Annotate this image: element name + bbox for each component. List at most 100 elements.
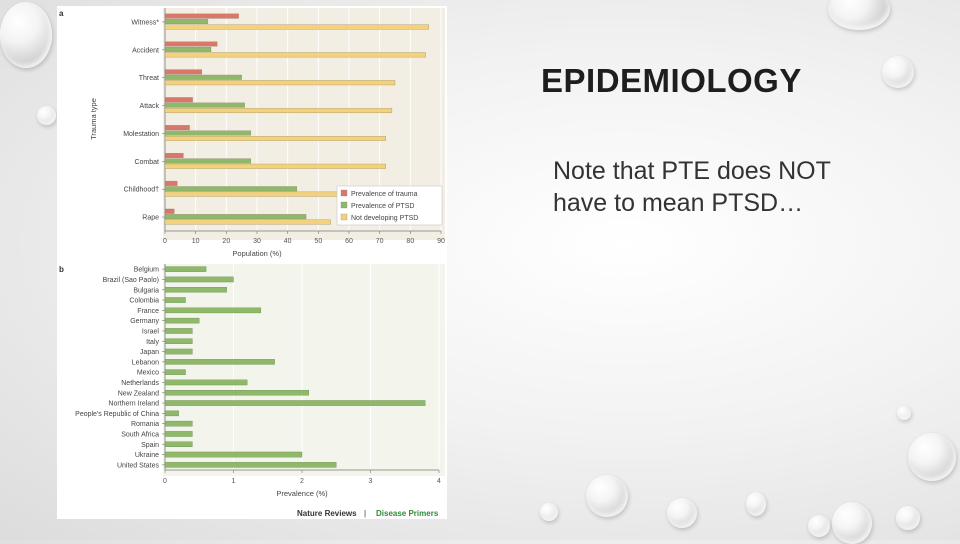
water-drop [908,433,956,481]
chart-b-tick-label: 1 [232,478,236,485]
chart-b-bar [164,420,193,427]
chart-b-category-label: South Africa [121,431,159,438]
chart-a: 0 10 20 30 40 50 60 70 80 90 Witness* Accident Threa… [59,8,445,258]
chart-b: 0 1 2 3 4 Belgium Brazil (Sao Paolo) Bulgaria Co… [59,264,441,498]
chart-a-tick-label: 10 [192,238,200,245]
chart-a-bar [164,186,298,192]
water-drop [0,2,52,68]
credit-sep: | [364,509,366,518]
legend-swatch [340,201,348,209]
chart-b-category-label: People's Republic of China [75,411,159,418]
chart-a-tick-label: 40 [284,238,292,245]
chart-b-category-label: Colombia [129,298,159,305]
legend-label: Not developing PTSD [351,215,418,222]
chart-b-bar [164,451,303,458]
chart-a-bar [164,19,209,24]
figure-charts: 0 10 20 30 40 50 60 70 80 90Witness*AccidentThrea… [59,8,445,518]
chart-b-bar [164,379,248,386]
chart-b-category-label: Netherlands [121,380,159,387]
chart-b-category-label: Lebanon [132,359,159,366]
chart-b-bar [164,369,186,375]
chart-a-bar [164,102,245,108]
chart-b-tick-label: 2 [300,478,304,485]
chart-b-bar [164,276,234,283]
note-line: Note that PTE does NOT [553,157,831,185]
chart-b-tick-label: 3 [369,478,373,485]
chart-b-category-label: Ukraine [135,452,159,459]
water-drop [882,56,914,88]
chart-b-bar [164,348,193,355]
figure-panel: 0 10 20 30 40 50 60 70 80 90 Witness* Accident Threa… [57,6,447,519]
chart-a-bar [164,41,218,47]
water-drop [586,475,628,517]
chart-a-category-label: Attack [140,103,160,110]
chart-b-bar [164,441,193,447]
chart-a-bar [164,46,212,52]
chart-a-panel-label: a [59,9,64,18]
chart-a-category-label: Witness* [131,19,159,26]
chart-a-tick-label: 80 [406,238,414,245]
chart-a-bar [164,180,178,186]
chart-b-x-label: Prevalence (%) [276,489,328,498]
chart-b-category-label: Belgium [134,267,159,274]
chart-b-bar [164,389,310,396]
chart-a-bar [164,74,242,80]
chart-b-category-label: New Zealand [118,390,159,397]
chart-b-bar [164,286,227,293]
chart-b-bar [164,400,426,406]
water-drop [37,106,56,125]
chart-a-bar [164,108,393,114]
chart-b-category-label: Brazil (Sao Paolo) [103,277,159,284]
chart-b-category-label: United States [117,462,160,469]
chart-a-bar [164,69,202,75]
chart-a-category-label: Molestation [123,131,159,138]
chart-b-tick-label: 4 [437,478,441,485]
water-drop [828,0,890,30]
legend-label: Prevalence of PTSD [351,203,414,210]
chart-b-bar [164,317,200,324]
chart-a-bar [164,97,193,103]
water-drop [808,515,830,537]
chart-b-bar [164,338,193,344]
chart-b-bar [164,266,207,272]
chart-a-category-label: Rape [142,215,159,222]
slide-title: EPIDEMIOLOGY [541,62,802,99]
legend-label: Prevalence of trauma [351,191,418,198]
chart-a-bar [164,163,386,169]
chart-b-category-label: Italy [146,339,159,346]
chart-b-tick-label: 0 [163,478,167,485]
water-drop [896,506,920,530]
chart-a-bar [164,135,386,141]
chart-b-category-label: Japan [140,349,159,356]
chart-b-category-label: France [137,308,159,315]
chart-a-y-label: Trauma type [89,98,98,140]
chart-a-category-label: Accident [132,47,159,54]
chart-a-bar [164,153,184,158]
chart-a-bar [164,80,396,86]
water-drop [897,406,911,420]
chart-a-tick-label: 20 [222,238,230,245]
chart-b-category-label: Spain [141,442,159,449]
credit-left: Nature Reviews [297,509,357,518]
chart-b-category-label: Israel [142,328,160,335]
chart-a-legend: Prevalence of trauma Prevalence of PTSD No… [336,185,443,226]
chart-a-category-label: Threat [139,75,159,82]
chart-a-bar [164,125,190,131]
chart-b-category-label: Germany [130,318,159,325]
water-drop [832,502,872,544]
water-drop [540,503,558,521]
chart-a-bar [164,52,426,58]
chart-a-tick-label: 70 [376,238,384,245]
chart-b-bar [164,359,275,365]
chart-a-tick-label: 50 [314,238,322,245]
chart-a-category-label: Childhood† [124,187,160,194]
chart-a-bar [164,158,252,164]
chart-b-bar [164,328,193,334]
chart-b-category-label: Bulgaria [133,287,159,294]
chart-a-tick-label: 0 [163,238,167,245]
chart-b-category-label: Northern Ireland [108,401,159,408]
chart-a-bar [164,208,175,214]
chart-b-bar [164,297,186,303]
water-drop [667,498,697,528]
chart-b-bar [164,462,337,468]
